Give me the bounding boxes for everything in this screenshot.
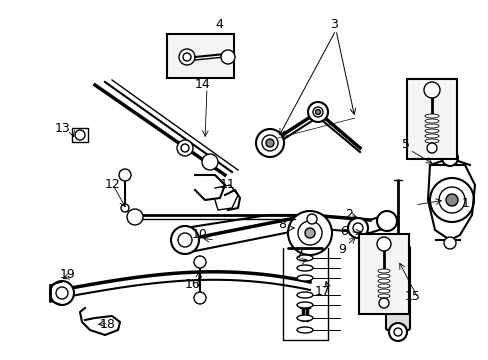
Circle shape bbox=[305, 228, 314, 238]
Circle shape bbox=[393, 328, 401, 336]
Circle shape bbox=[265, 139, 273, 147]
Circle shape bbox=[287, 211, 331, 255]
Circle shape bbox=[181, 144, 189, 152]
Ellipse shape bbox=[377, 284, 389, 288]
Circle shape bbox=[441, 150, 457, 166]
Circle shape bbox=[438, 187, 464, 213]
FancyBboxPatch shape bbox=[358, 234, 408, 314]
Text: 14: 14 bbox=[195, 78, 210, 91]
Ellipse shape bbox=[424, 124, 438, 128]
Ellipse shape bbox=[377, 289, 389, 293]
Text: 2: 2 bbox=[345, 208, 352, 221]
Circle shape bbox=[423, 82, 439, 98]
Circle shape bbox=[352, 223, 362, 233]
Circle shape bbox=[127, 209, 142, 225]
Text: 1: 1 bbox=[461, 197, 469, 210]
Circle shape bbox=[202, 154, 218, 170]
Ellipse shape bbox=[377, 269, 389, 273]
Bar bbox=[72, 128, 88, 142]
Circle shape bbox=[429, 178, 473, 222]
Circle shape bbox=[297, 221, 321, 245]
Circle shape bbox=[75, 130, 85, 140]
Circle shape bbox=[378, 298, 388, 308]
Text: 9: 9 bbox=[337, 243, 345, 256]
Circle shape bbox=[312, 107, 323, 117]
Text: 6: 6 bbox=[339, 225, 347, 238]
Text: 16: 16 bbox=[184, 278, 201, 291]
Ellipse shape bbox=[377, 294, 389, 298]
Circle shape bbox=[121, 204, 129, 212]
Circle shape bbox=[177, 140, 193, 156]
Circle shape bbox=[376, 237, 390, 251]
Circle shape bbox=[306, 214, 316, 224]
FancyBboxPatch shape bbox=[385, 246, 409, 330]
FancyBboxPatch shape bbox=[406, 79, 456, 159]
Ellipse shape bbox=[296, 292, 312, 298]
Text: 19: 19 bbox=[60, 268, 76, 281]
Ellipse shape bbox=[424, 129, 438, 133]
Circle shape bbox=[50, 281, 74, 305]
Ellipse shape bbox=[424, 139, 438, 143]
Ellipse shape bbox=[296, 275, 312, 281]
Circle shape bbox=[256, 129, 284, 157]
Text: 7: 7 bbox=[295, 248, 304, 261]
Text: 11: 11 bbox=[220, 178, 235, 191]
Text: 13: 13 bbox=[55, 122, 71, 135]
Ellipse shape bbox=[296, 302, 312, 308]
Ellipse shape bbox=[424, 114, 438, 118]
Ellipse shape bbox=[296, 265, 312, 271]
Circle shape bbox=[445, 194, 457, 206]
Text: 3: 3 bbox=[329, 18, 337, 31]
FancyBboxPatch shape bbox=[167, 34, 234, 78]
Text: 5: 5 bbox=[401, 138, 409, 151]
Circle shape bbox=[262, 135, 278, 151]
Text: 18: 18 bbox=[100, 318, 116, 331]
Circle shape bbox=[315, 109, 320, 114]
Text: 4: 4 bbox=[215, 18, 223, 31]
Ellipse shape bbox=[296, 315, 312, 321]
Circle shape bbox=[376, 211, 396, 231]
Circle shape bbox=[171, 226, 199, 254]
Ellipse shape bbox=[424, 119, 438, 123]
Text: 12: 12 bbox=[105, 178, 121, 191]
Circle shape bbox=[178, 233, 192, 247]
Text: 10: 10 bbox=[192, 228, 207, 241]
Ellipse shape bbox=[296, 255, 312, 261]
Circle shape bbox=[179, 49, 195, 65]
Circle shape bbox=[56, 287, 68, 299]
Circle shape bbox=[221, 50, 235, 64]
Circle shape bbox=[443, 237, 455, 249]
Circle shape bbox=[426, 143, 436, 153]
Polygon shape bbox=[195, 175, 224, 200]
Ellipse shape bbox=[377, 274, 389, 278]
Circle shape bbox=[347, 218, 367, 238]
Polygon shape bbox=[427, 165, 474, 240]
Circle shape bbox=[307, 102, 327, 122]
Text: 8: 8 bbox=[278, 218, 285, 231]
Circle shape bbox=[194, 292, 205, 304]
Ellipse shape bbox=[424, 134, 438, 138]
Text: 15: 15 bbox=[404, 290, 420, 303]
Ellipse shape bbox=[296, 327, 312, 333]
Circle shape bbox=[119, 169, 131, 181]
Text: 17: 17 bbox=[314, 285, 330, 298]
Ellipse shape bbox=[377, 279, 389, 283]
Circle shape bbox=[194, 256, 205, 268]
Circle shape bbox=[388, 323, 406, 341]
